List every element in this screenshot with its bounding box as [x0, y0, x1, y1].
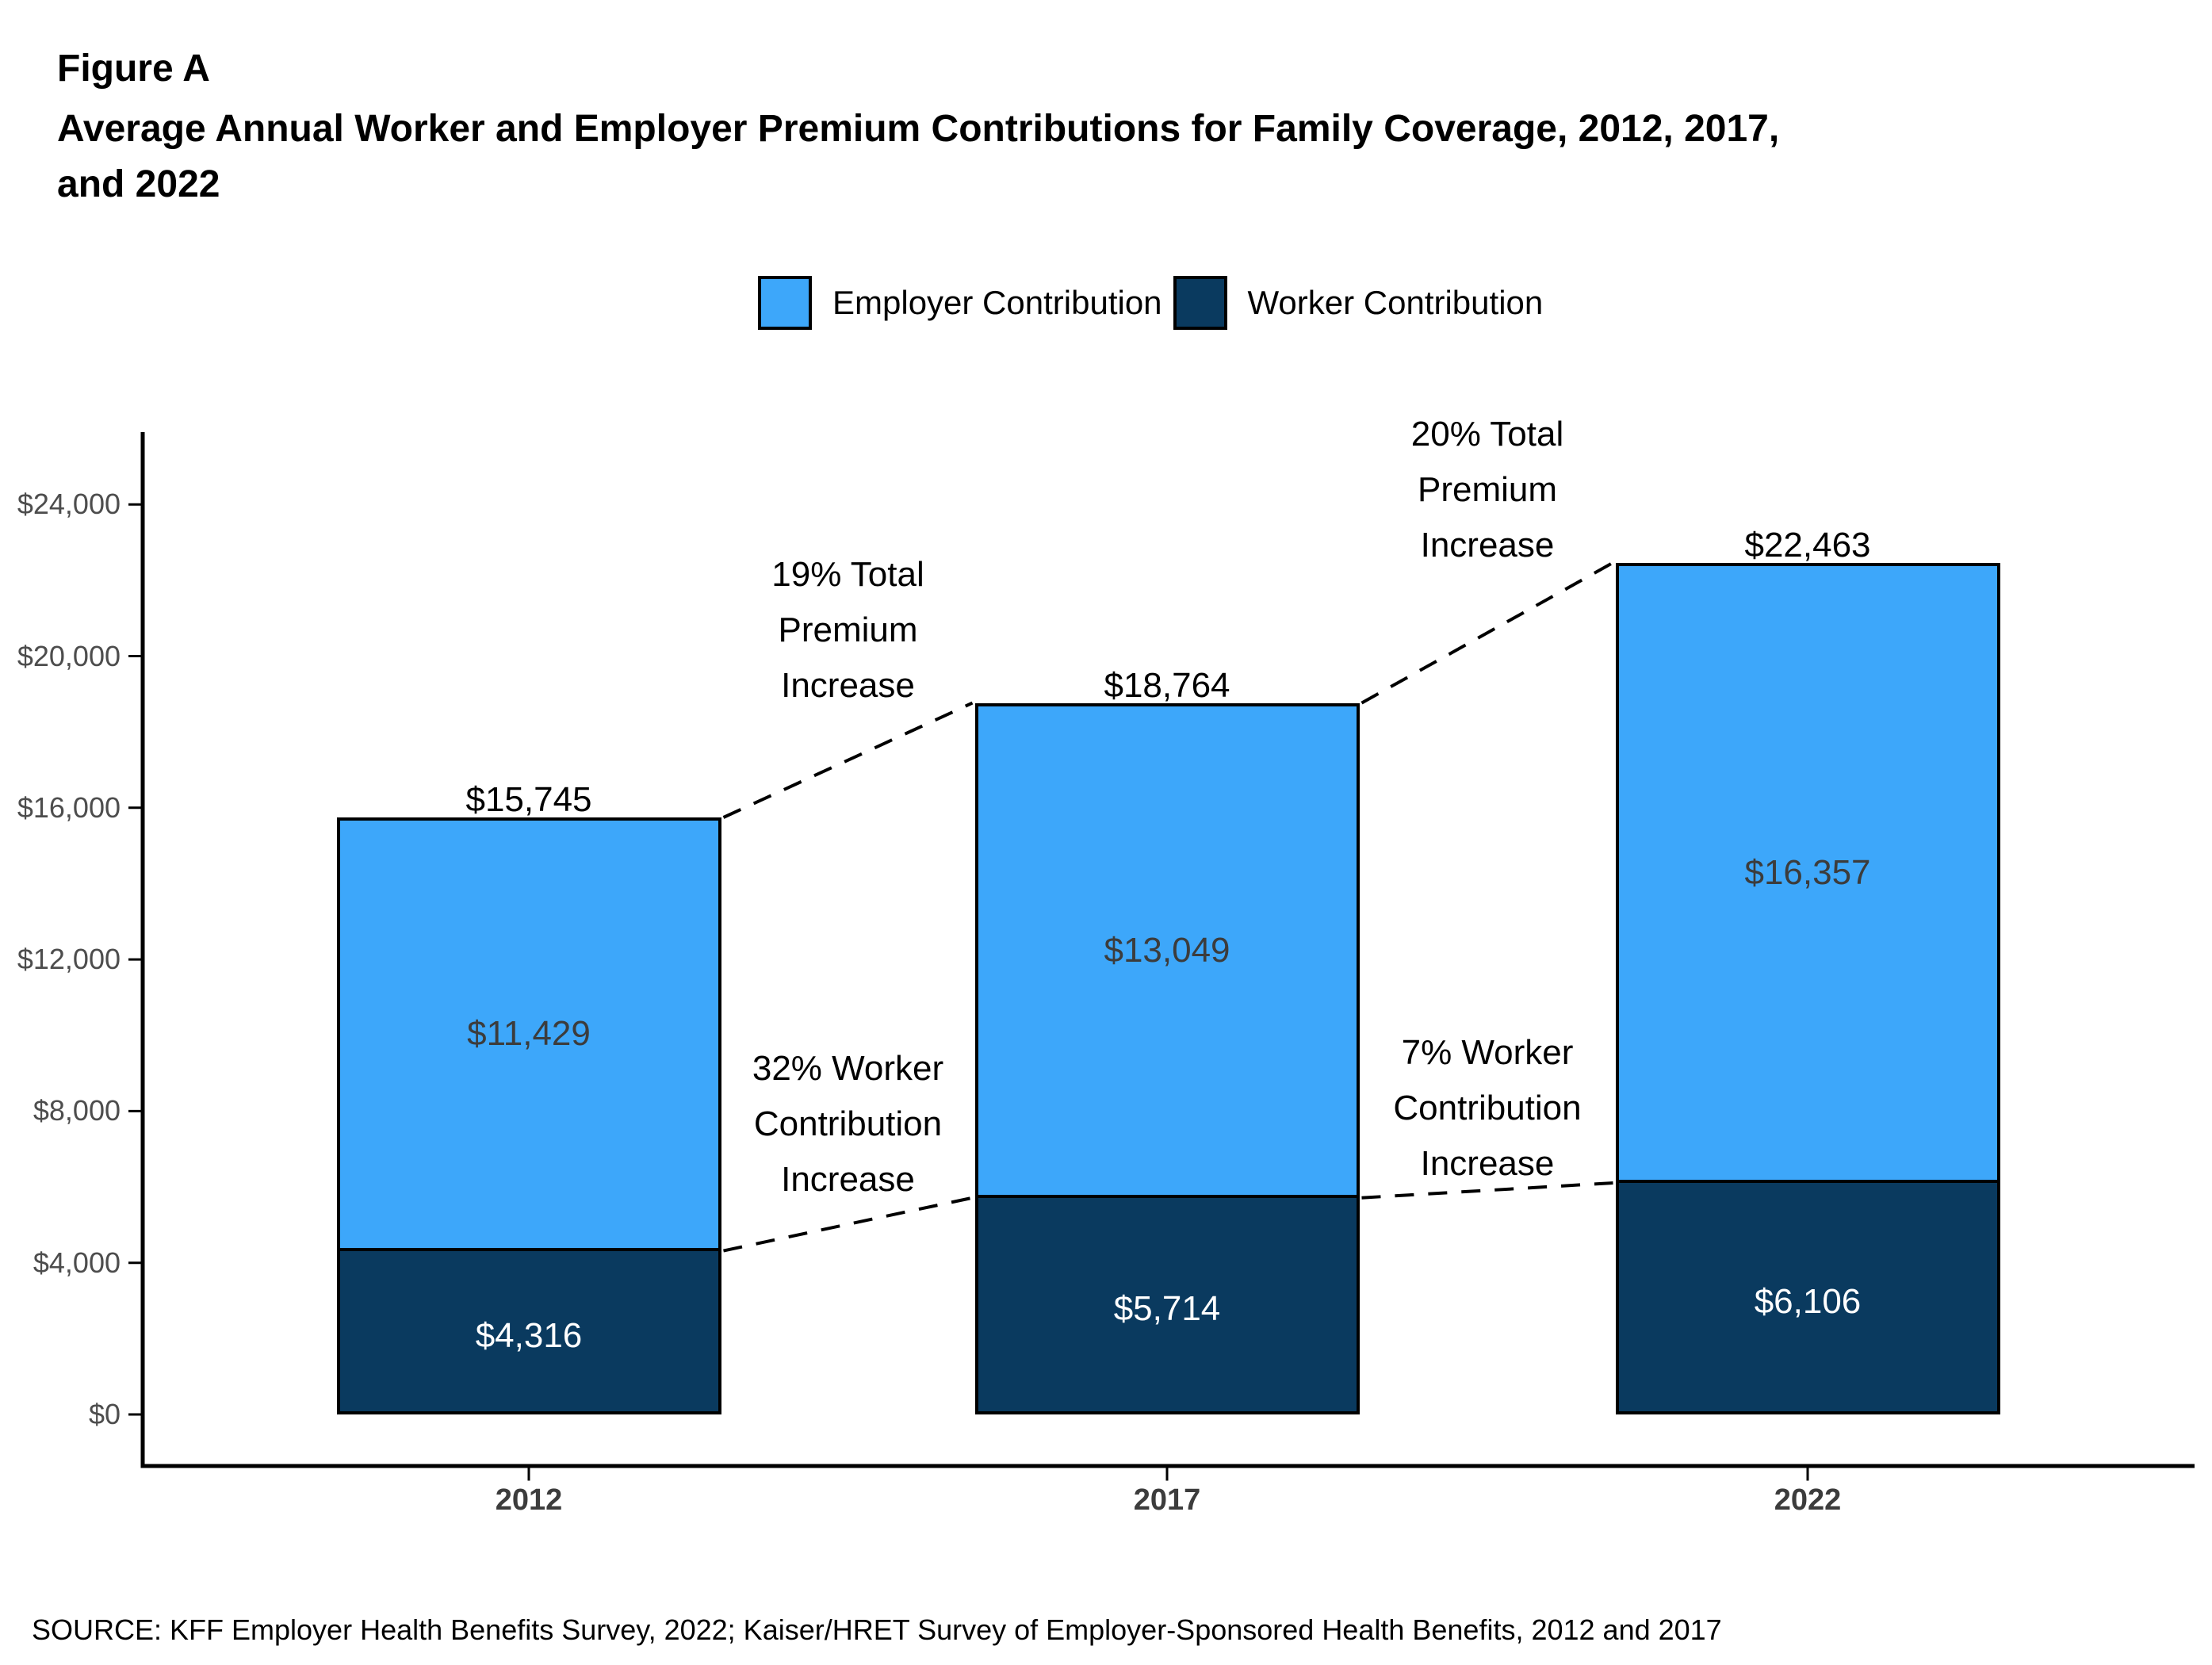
label-worker-2022: $6,106 [1754, 1281, 1862, 1321]
connector-total-2017-2022 [1360, 561, 1614, 705]
figure-label: Figure A [57, 48, 210, 90]
annotation-line: 19% Total [771, 555, 924, 594]
y-axis-tick-label: $20,000 [17, 639, 121, 672]
annotation-line: Increase [781, 666, 915, 705]
annotation-line: Contribution [753, 1104, 943, 1143]
label-employer-2017: $13,049 [1104, 930, 1230, 970]
annotation-line: 32% Worker [752, 1049, 944, 1088]
annotation-line: Premium [1417, 470, 1558, 509]
label-total-2012: $15,745 [465, 779, 592, 819]
y-axis-tick-label: $12,000 [17, 943, 121, 976]
x-axis-label-2012: 2012 [495, 1483, 563, 1517]
x-axis-label-2022: 2022 [1774, 1483, 1842, 1517]
connector-worker-2017-2022 [1361, 1181, 1613, 1200]
legend-swatch-employer [758, 276, 812, 330]
figure-title: Average Annual Worker and Employer Premi… [57, 101, 1779, 212]
legend-item-worker: Worker Contribution [1173, 276, 1555, 330]
label-employer-2012: $11,429 [467, 1014, 591, 1054]
legend-swatch-worker [1173, 276, 1227, 330]
label-employer-2022: $16,357 [1744, 852, 1871, 892]
bar-2022 [1615, 562, 2000, 1414]
y-axis-tick-label: $8,000 [33, 1094, 121, 1127]
label-total-2022: $22,463 [1744, 525, 1871, 565]
annotation-line: 7% Worker [1401, 1033, 1574, 1072]
bar-2022-worker-segment [1615, 1179, 2000, 1414]
annotation-line: Contribution [1393, 1089, 1582, 1127]
y-axis-tick-label: $0 [88, 1398, 121, 1430]
y-axis-tick-label: $4,000 [33, 1246, 121, 1279]
figure-title-line-2: and 2022 [57, 163, 220, 205]
bar-2017 [974, 702, 1360, 1414]
annotation-7-worker: 7% Worker Contribution Increase [1305, 1025, 1670, 1192]
connector-total-2012-2017 [722, 701, 974, 819]
label-worker-2017: $5,714 [1113, 1289, 1221, 1329]
annotation-line: 20% Total [1410, 415, 1564, 454]
legend-label-worker: Worker Contribution [1247, 284, 1544, 321]
legend: Employer Contribution Worker Contributio… [758, 276, 1554, 330]
bar-2017-worker-segment [974, 1194, 1360, 1414]
bar-2012-worker-segment [336, 1247, 721, 1414]
connector-worker-2012-2017 [723, 1196, 973, 1253]
y-axis-tick-label: $16,000 [17, 790, 121, 824]
annotation-32-worker: 32% Worker Contribution Increase [666, 1041, 1031, 1208]
source-note: SOURCE: KFF Employer Health Benefits Sur… [32, 1613, 1722, 1646]
y-axis-tick-label: $24,000 [17, 488, 121, 521]
annotation-19-total: 19% Total Premium Increase [666, 547, 1031, 714]
figure-title-line-1: Average Annual Worker and Employer Premi… [57, 108, 1780, 150]
annotation-line: Increase [1420, 526, 1555, 565]
annotation-line: Increase [781, 1160, 915, 1199]
annotation-line: Premium [778, 610, 918, 649]
label-total-2017: $18,764 [1104, 665, 1230, 705]
bar-2012 [336, 817, 721, 1414]
annotation-20-total: 20% Total Premium Increase [1305, 407, 1670, 573]
x-axis-label-2017: 2017 [1133, 1483, 1201, 1517]
annotation-line: Increase [1420, 1144, 1555, 1183]
legend-item-employer: Employer Contribution [758, 276, 1173, 330]
label-worker-2012: $4,316 [475, 1315, 583, 1355]
legend-label-employer: Employer Contribution [832, 284, 1162, 321]
